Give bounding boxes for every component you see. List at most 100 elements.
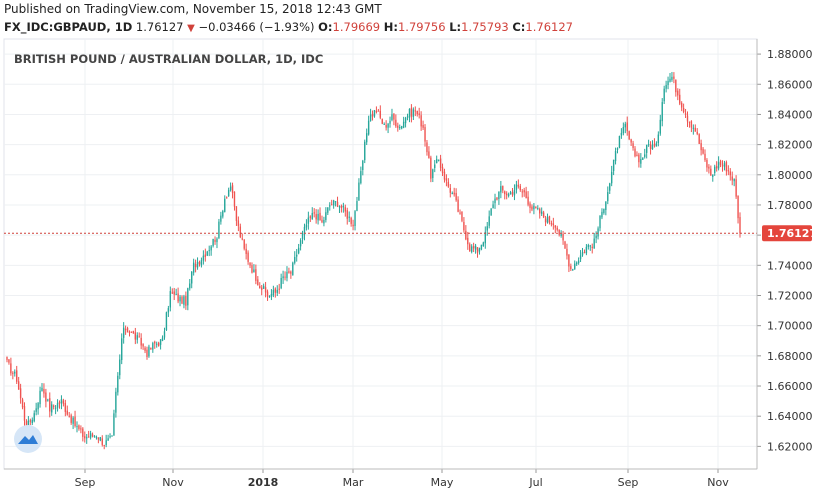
y-tick-label: 1.70000 [767, 320, 813, 333]
candle-body [54, 407, 57, 409]
candle-body [696, 131, 698, 134]
candle-body [381, 119, 383, 124]
candle-body [509, 192, 512, 195]
candle-body [408, 108, 411, 118]
candle-body [469, 244, 471, 251]
candle-body [712, 174, 714, 177]
candle-body [529, 203, 531, 208]
candle-body [566, 248, 568, 256]
candle-body [628, 131, 630, 140]
candle-body [276, 289, 278, 293]
candle-body [700, 143, 702, 151]
price-axis[interactable]: 1.62000 1.64000 1.66000 1.68000 1.70000 1.720… [756, 39, 813, 469]
candle-body [21, 399, 24, 408]
candle-body [644, 154, 646, 157]
candle-body [299, 240, 302, 247]
candle-body [597, 228, 599, 237]
candle-body [346, 210, 348, 219]
candle-body [325, 212, 327, 220]
candle-body [249, 262, 251, 266]
candle-body [420, 115, 422, 127]
candle-body [348, 216, 350, 218]
candle-body [336, 202, 339, 207]
candle-body [332, 200, 335, 206]
candle-body [688, 121, 691, 123]
time-axis[interactable]: Sep Nov 2018 Mar May Jul Sep Nov [4, 468, 757, 489]
candle-body [702, 148, 704, 154]
candle-body [200, 260, 203, 266]
candle-body [64, 403, 67, 412]
candle-body [124, 329, 127, 331]
candle-body [58, 401, 61, 404]
candle-body [679, 94, 681, 104]
candle-body [630, 139, 632, 143]
candle-body [671, 76, 673, 80]
candle-body [492, 204, 494, 209]
candle-body [226, 197, 228, 199]
candle-body [457, 199, 459, 212]
candle-body [422, 124, 424, 128]
candle-body [208, 250, 210, 252]
candle-body [16, 370, 18, 382]
candle-body [140, 337, 142, 346]
candle-body [19, 388, 22, 399]
candle-body [214, 239, 216, 242]
candle-body [589, 245, 591, 247]
candle-body [546, 216, 549, 223]
candle-body [719, 160, 722, 165]
candle-body [399, 127, 401, 129]
candle-body [665, 85, 667, 89]
candle-body [550, 223, 553, 225]
last-price-badge-text: 1.76127 [767, 227, 817, 240]
candle-body [82, 428, 84, 437]
tradingview-logo-icon[interactable] [14, 425, 42, 453]
candle-body [570, 266, 572, 270]
candle-body [523, 190, 525, 193]
candle-body [342, 205, 345, 208]
candle-body [101, 438, 103, 445]
candle-body [389, 120, 391, 124]
candle-body [126, 327, 129, 333]
candle-body [317, 213, 319, 221]
candle-body [144, 347, 146, 351]
candle-body [204, 254, 207, 257]
candle-body [435, 159, 438, 164]
candle-body [247, 252, 249, 262]
x-tick-label: Nov [162, 476, 184, 489]
candle-body [154, 341, 156, 344]
candle-body [667, 80, 669, 86]
y-tick-label: 1.68000 [767, 350, 813, 363]
candle-body [406, 116, 409, 118]
candle-body [463, 221, 465, 231]
candle-body [181, 296, 183, 304]
candle-body [607, 192, 609, 202]
candle-body [622, 127, 625, 134]
candle-body [113, 413, 115, 436]
candle-body [651, 144, 654, 150]
candle-body [554, 225, 556, 228]
candle-body [212, 238, 214, 246]
candle-body [210, 246, 212, 251]
candle-body [255, 269, 257, 281]
candle-body [311, 212, 313, 220]
candle-body [601, 211, 603, 218]
candle-body [296, 254, 298, 257]
candle-body [187, 288, 189, 306]
candle-body [410, 107, 413, 117]
candle-body [404, 117, 407, 124]
candle-body [68, 415, 70, 417]
candle-body [41, 387, 43, 392]
candle-body [303, 226, 306, 235]
candle-body [206, 251, 208, 256]
candle-body [527, 196, 529, 205]
candle-body [548, 216, 551, 223]
candle-body [245, 248, 247, 254]
candle-body [91, 434, 94, 437]
candle-body [434, 164, 436, 168]
chart-title: BRITISH POUND / AUSTRALIAN DOLLAR, 1D, I… [14, 52, 323, 66]
candle-body [715, 166, 718, 169]
candle-body [581, 252, 584, 256]
candle-body [51, 404, 53, 413]
candle-body [233, 191, 236, 207]
